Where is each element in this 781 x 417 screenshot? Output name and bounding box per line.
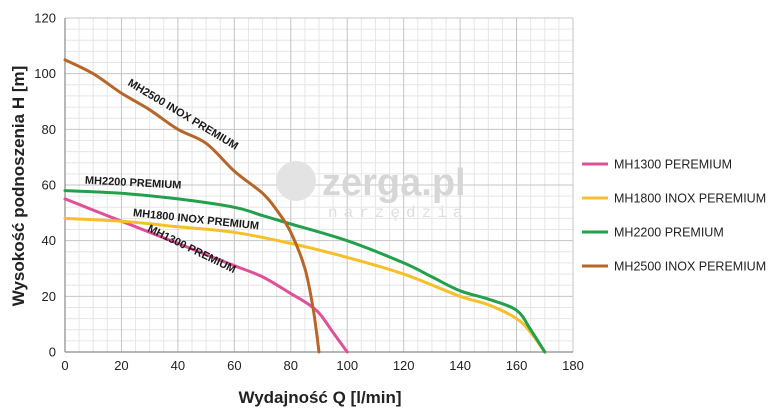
watermark-logo-circle (276, 161, 316, 201)
series-line-mh2500 (63, 58, 321, 354)
legend-label-mh1800: MH1800 INOX PEREMIUM (614, 192, 766, 206)
legend-label-mh1300: MH1300 PEREMIUM (614, 158, 732, 172)
legend-label-mh2200: MH2200 PREMIUM (614, 226, 724, 240)
legend-label-mh2500: MH2500 INOX PEREMIUM (614, 260, 766, 274)
y-tick-label: 60 (42, 178, 56, 193)
watermark-subtitle: narzędzia (328, 204, 468, 222)
x-tick-label: 80 (284, 358, 298, 373)
y-axis-title: Wysokość podnoszenia H [m] (9, 66, 28, 307)
tick-labels: 0 20 40 60 80 100 120 140 160 180 0 20 40 60 80 100 120 (34, 11, 584, 374)
x-tick-label: 100 (336, 358, 358, 373)
series-line-mh2200 (63, 189, 547, 354)
curve-label-mh2200: MH2200 PREMIUM (85, 175, 182, 192)
x-axis-title: Wydajność Q [l/min] (238, 388, 401, 407)
y-tick-label: 40 (42, 233, 56, 248)
watermark-title: zerga.pl (322, 162, 466, 204)
y-tick-label: 100 (34, 66, 56, 81)
major-grid (65, 17, 574, 352)
x-tick-label: 20 (114, 358, 128, 373)
series-curves (63, 58, 547, 354)
legend: MH1300 PEREMIUM MH1800 INOX PEREMIUM MH220… (582, 158, 766, 274)
x-tick-label: 140 (449, 358, 471, 373)
x-tick-label: 160 (506, 358, 528, 373)
x-tick-label: 0 (61, 358, 68, 373)
x-tick-label: 180 (562, 358, 584, 373)
y-tick-label: 80 (42, 122, 56, 137)
y-tick-label: 120 (34, 11, 56, 26)
x-tick-label: 120 (393, 358, 415, 373)
watermark: zerga.pl narzędzia (276, 161, 468, 222)
series-line-mh1800 (63, 216, 547, 354)
x-tick-label: 40 (171, 358, 185, 373)
y-tick-label: 20 (42, 289, 56, 304)
y-tick-label: 0 (49, 345, 56, 360)
x-tick-label: 60 (227, 358, 241, 373)
